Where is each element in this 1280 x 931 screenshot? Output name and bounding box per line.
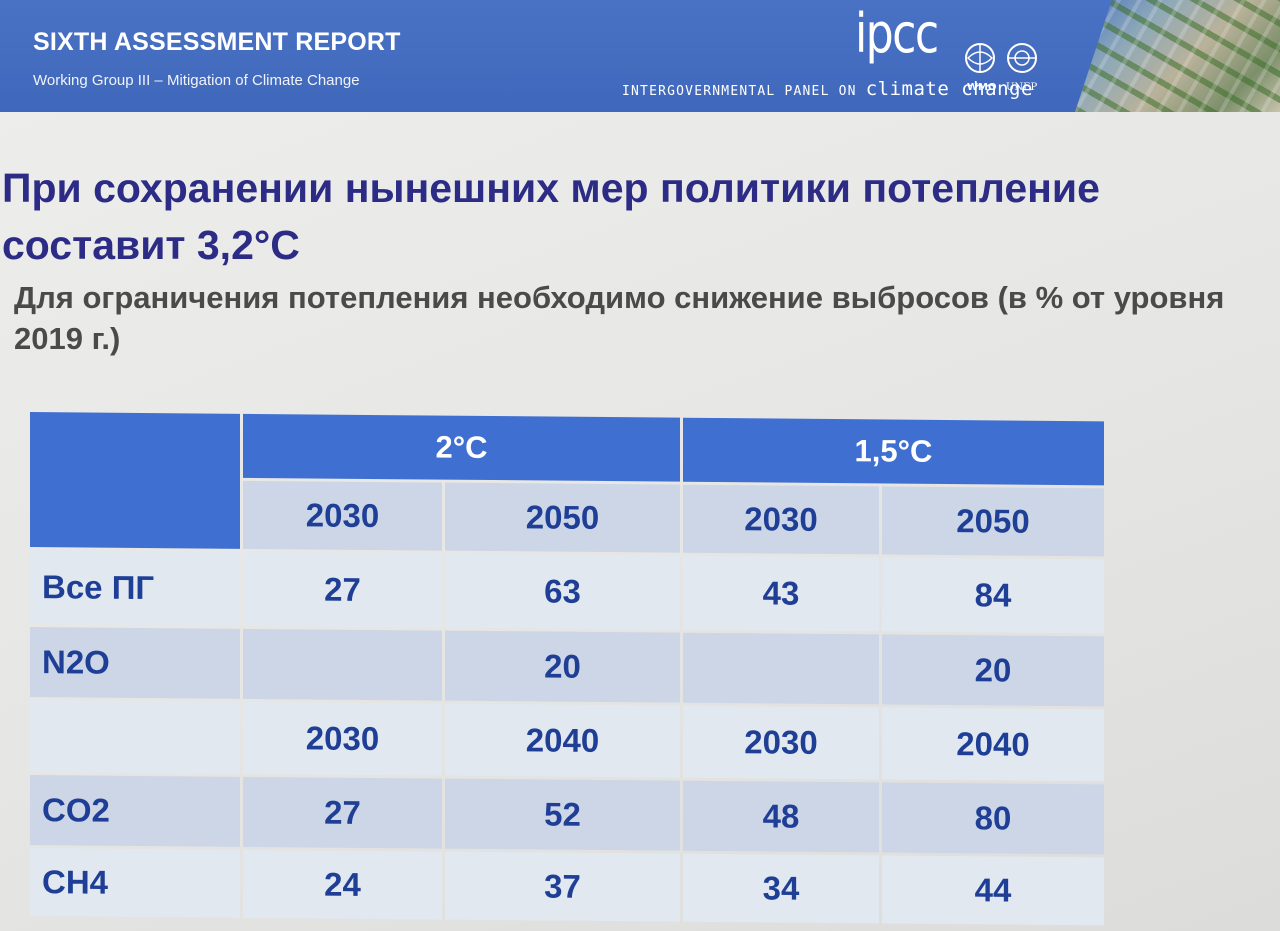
table-cell <box>243 628 442 701</box>
year-cell: 2040 <box>882 707 1104 782</box>
row-label-years <box>30 700 240 774</box>
table-cell: 20 <box>445 630 680 703</box>
emissions-table: 2°С 1,5°С 2030 2050 2030 2050 Все ПГ 27 … <box>30 412 1104 926</box>
table-cell: 37 <box>445 851 680 922</box>
report-banner: SIXTH ASSESSMENT REPORT Working Group II… <box>0 0 1280 112</box>
year-cell: 2030 <box>683 705 879 780</box>
table-corner <box>30 412 240 549</box>
table-cell: 52 <box>445 778 680 851</box>
row-label-co2: CO2 <box>30 775 240 847</box>
wmo-label: WMO <box>967 82 997 93</box>
table-cell: 84 <box>882 557 1104 634</box>
ipcc-full-name: INTERGOVERNMENTAL PANEL ON climate chang… <box>622 78 1033 100</box>
report-title: SIXTH ASSESSMENT REPORT <box>33 28 401 56</box>
year-cell: 2040 <box>445 703 680 778</box>
ipcc-full-prefix: INTERGOVERNMENTAL PANEL ON <box>622 84 866 99</box>
wmo-emblem-icon <box>965 43 995 73</box>
unep-emblem-icon <box>1007 43 1037 73</box>
slide-title: При сохранении нынешних мер политики пот… <box>2 165 1100 268</box>
working-group-label: Working Group III – Mitigation of Climat… <box>33 72 360 89</box>
ipcc-full-suffix: climate change <box>865 78 1033 100</box>
table-cell: 27 <box>243 551 442 628</box>
slide-subtitle: Для ограничения потепления необходимо сн… <box>14 280 1225 356</box>
table-cell: 24 <box>243 849 442 920</box>
ipcc-logo: ipcc <box>855 2 939 65</box>
table-cell: 48 <box>683 780 879 853</box>
table-cell <box>683 632 879 705</box>
table-cell: 27 <box>243 776 442 849</box>
year-cell: 2050 <box>445 482 680 553</box>
row-label-all-ghg: Все ПГ <box>30 550 240 626</box>
banner-photo <box>1075 0 1280 112</box>
table-cell: 43 <box>683 555 879 632</box>
year-cell: 2030 <box>243 701 442 776</box>
table-cell: 63 <box>445 553 680 630</box>
table-cell: 80 <box>882 782 1104 855</box>
table-cell: 20 <box>882 634 1104 707</box>
year-cell: 2030 <box>243 480 442 551</box>
header-1-5c: 1,5°С <box>683 417 1104 486</box>
header-2c: 2°С <box>243 413 680 482</box>
year-cell: 2050 <box>882 486 1104 557</box>
row-label-n2o: N2O <box>30 627 240 699</box>
row-label-ch4: CH4 <box>30 848 240 918</box>
year-cell: 2030 <box>683 484 879 555</box>
unep-label: UNEP <box>1006 82 1038 93</box>
table-cell: 34 <box>683 853 879 924</box>
table-cell: 44 <box>882 855 1104 926</box>
